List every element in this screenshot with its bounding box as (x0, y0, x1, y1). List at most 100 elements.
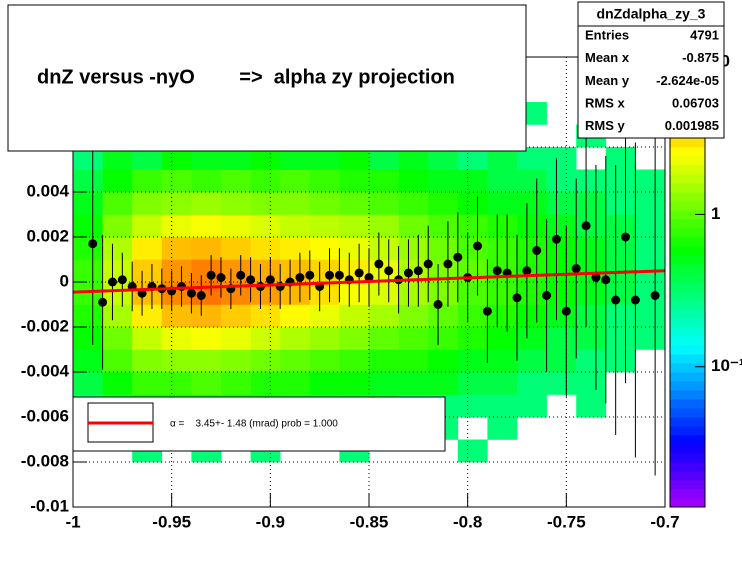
profile-point (611, 295, 621, 305)
marks-layer (73, 90, 665, 476)
heatmap-cell (309, 214, 340, 238)
profile-point (384, 266, 394, 276)
heatmap-cell (191, 169, 222, 193)
heatmap-cell (457, 327, 488, 350)
heatmap-cell (428, 349, 459, 373)
heatmap-cell (250, 304, 281, 328)
colorbar-band (670, 444, 705, 454)
heatmap-cell (517, 192, 547, 215)
heatmap-cell (369, 147, 399, 170)
profile-point (453, 252, 463, 262)
heatmap-cell (102, 349, 133, 373)
heatmap-cell (280, 259, 311, 283)
heatmap-cell (309, 282, 340, 305)
heatmap-cell (161, 304, 192, 328)
heatmap-cell (428, 282, 459, 305)
heatmap-cell (605, 349, 636, 373)
heatmap-cell (546, 169, 577, 193)
y-tick-label: -0.006 (21, 406, 69, 425)
heatmap-cell (102, 282, 133, 305)
profile-point (492, 266, 502, 276)
heatmap-cell (132, 282, 163, 305)
heatmap-cell (309, 259, 340, 283)
heatmap-cell (428, 327, 459, 350)
colorbar-band (670, 336, 705, 346)
profile-point (117, 275, 127, 285)
heatmap-cell (309, 147, 340, 170)
heatmap-cell (398, 237, 429, 260)
colorbar-band (670, 390, 705, 400)
heatmap-cell (280, 237, 311, 260)
colorbar-band (670, 363, 705, 373)
profile-point (354, 268, 364, 278)
heatmap-cell (250, 349, 281, 373)
heatmap-cell (576, 304, 607, 328)
profile-point (571, 264, 581, 273)
heatmap-cell (191, 192, 222, 215)
z-tick-label: 10⁻¹ (711, 356, 742, 375)
y-tick-label: 0.002 (26, 226, 69, 245)
heatmap-cell (161, 327, 192, 350)
heatmap-cell (398, 147, 429, 170)
heatmap-cell (576, 327, 607, 350)
heatmap-cell (605, 237, 636, 260)
heatmap-cell (428, 214, 459, 238)
profile-point (364, 273, 374, 282)
heatmap-cell (546, 349, 577, 373)
heatmap-cell (487, 237, 518, 260)
colorbar-band (670, 327, 705, 337)
heatmap-cell (635, 237, 666, 260)
heatmap-cell (73, 192, 103, 215)
y-tick-label: 0 (60, 271, 69, 290)
heatmap-cell (102, 372, 133, 395)
colorbar-band (670, 471, 705, 481)
legend: α = 3.45+- 1.48 (mrad) prob = 1.000 (72, 396, 446, 452)
heatmap-cell (339, 192, 370, 215)
colorbar-band (670, 174, 705, 184)
profile-point (107, 277, 117, 287)
heatmap-cell (398, 169, 429, 193)
profile-point (542, 291, 552, 300)
heatmap-cell (132, 147, 163, 170)
profile-point (265, 275, 275, 285)
heatmap-cell (487, 169, 518, 193)
colorbar-band (670, 435, 705, 445)
heatmap-cell (605, 214, 636, 238)
colorbar-band (670, 300, 705, 310)
heatmap-cell (191, 372, 222, 395)
heatmap-cell (102, 214, 133, 238)
y-tick-label: -0.01 (30, 496, 69, 515)
heatmap-cell (517, 372, 547, 395)
heatmap-cell (73, 214, 103, 238)
heatmap-cell (517, 147, 547, 170)
y-tick-label: -0.008 (21, 451, 69, 470)
profile-point (532, 246, 542, 255)
heatmap-cell (635, 169, 666, 193)
heatmap-cell (161, 147, 192, 170)
heatmap-cell (191, 214, 222, 238)
colorbar-band (670, 480, 705, 490)
heatmap-cell (102, 147, 133, 170)
heatmap-cell (576, 169, 607, 193)
heatmap-cell (369, 349, 399, 373)
x-tick-label: -0.85 (350, 512, 389, 531)
profile-point (433, 300, 443, 309)
stats-frame (577, 1, 725, 139)
heatmap-cell (250, 237, 281, 260)
heatmap-cell (546, 282, 577, 305)
heatmap-cell (339, 304, 370, 328)
heatmap-cell (487, 394, 518, 418)
colorbar-band (670, 318, 705, 328)
heatmap-cell (73, 304, 103, 328)
heatmap-cell (221, 147, 251, 170)
stats-value: -0.875 (682, 50, 719, 65)
profile-point (423, 259, 433, 269)
heatmap-cell (250, 259, 281, 283)
heatmap-cell (428, 192, 459, 215)
heatmap-cell (457, 304, 488, 328)
heatmap-cell (280, 147, 311, 170)
heatmap-cell (487, 282, 518, 305)
heatmap-cell (309, 349, 340, 373)
heatmap-cell (546, 304, 577, 328)
